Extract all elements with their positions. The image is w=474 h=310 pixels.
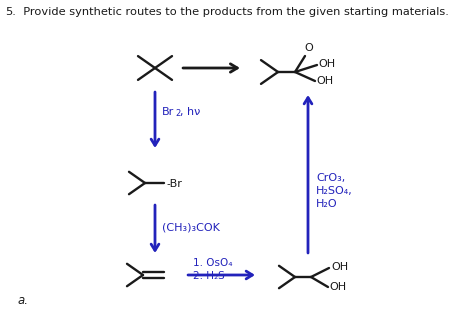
Text: Br: Br (162, 107, 174, 117)
Text: 2. H₂S: 2. H₂S (193, 271, 225, 281)
Text: OH: OH (316, 76, 333, 86)
Text: Provide synthetic routes to the products from the given starting materials.: Provide synthetic routes to the products… (16, 7, 449, 17)
Text: H₂O: H₂O (316, 199, 337, 209)
Text: H₂SO₄,: H₂SO₄, (316, 186, 353, 196)
Text: 2: 2 (175, 109, 180, 118)
Text: O: O (304, 43, 313, 53)
Text: OH: OH (331, 262, 348, 272)
Text: OH: OH (329, 282, 346, 292)
Text: 5.: 5. (5, 7, 16, 17)
Text: , hν: , hν (180, 107, 201, 117)
Text: OH: OH (318, 59, 335, 69)
Text: 1. OsO₄: 1. OsO₄ (193, 258, 233, 268)
Text: a.: a. (18, 294, 29, 307)
Text: CrO₃,: CrO₃, (316, 173, 345, 183)
Text: (CH₃)₃COK: (CH₃)₃COK (162, 223, 220, 233)
Text: -Br: -Br (166, 179, 182, 189)
